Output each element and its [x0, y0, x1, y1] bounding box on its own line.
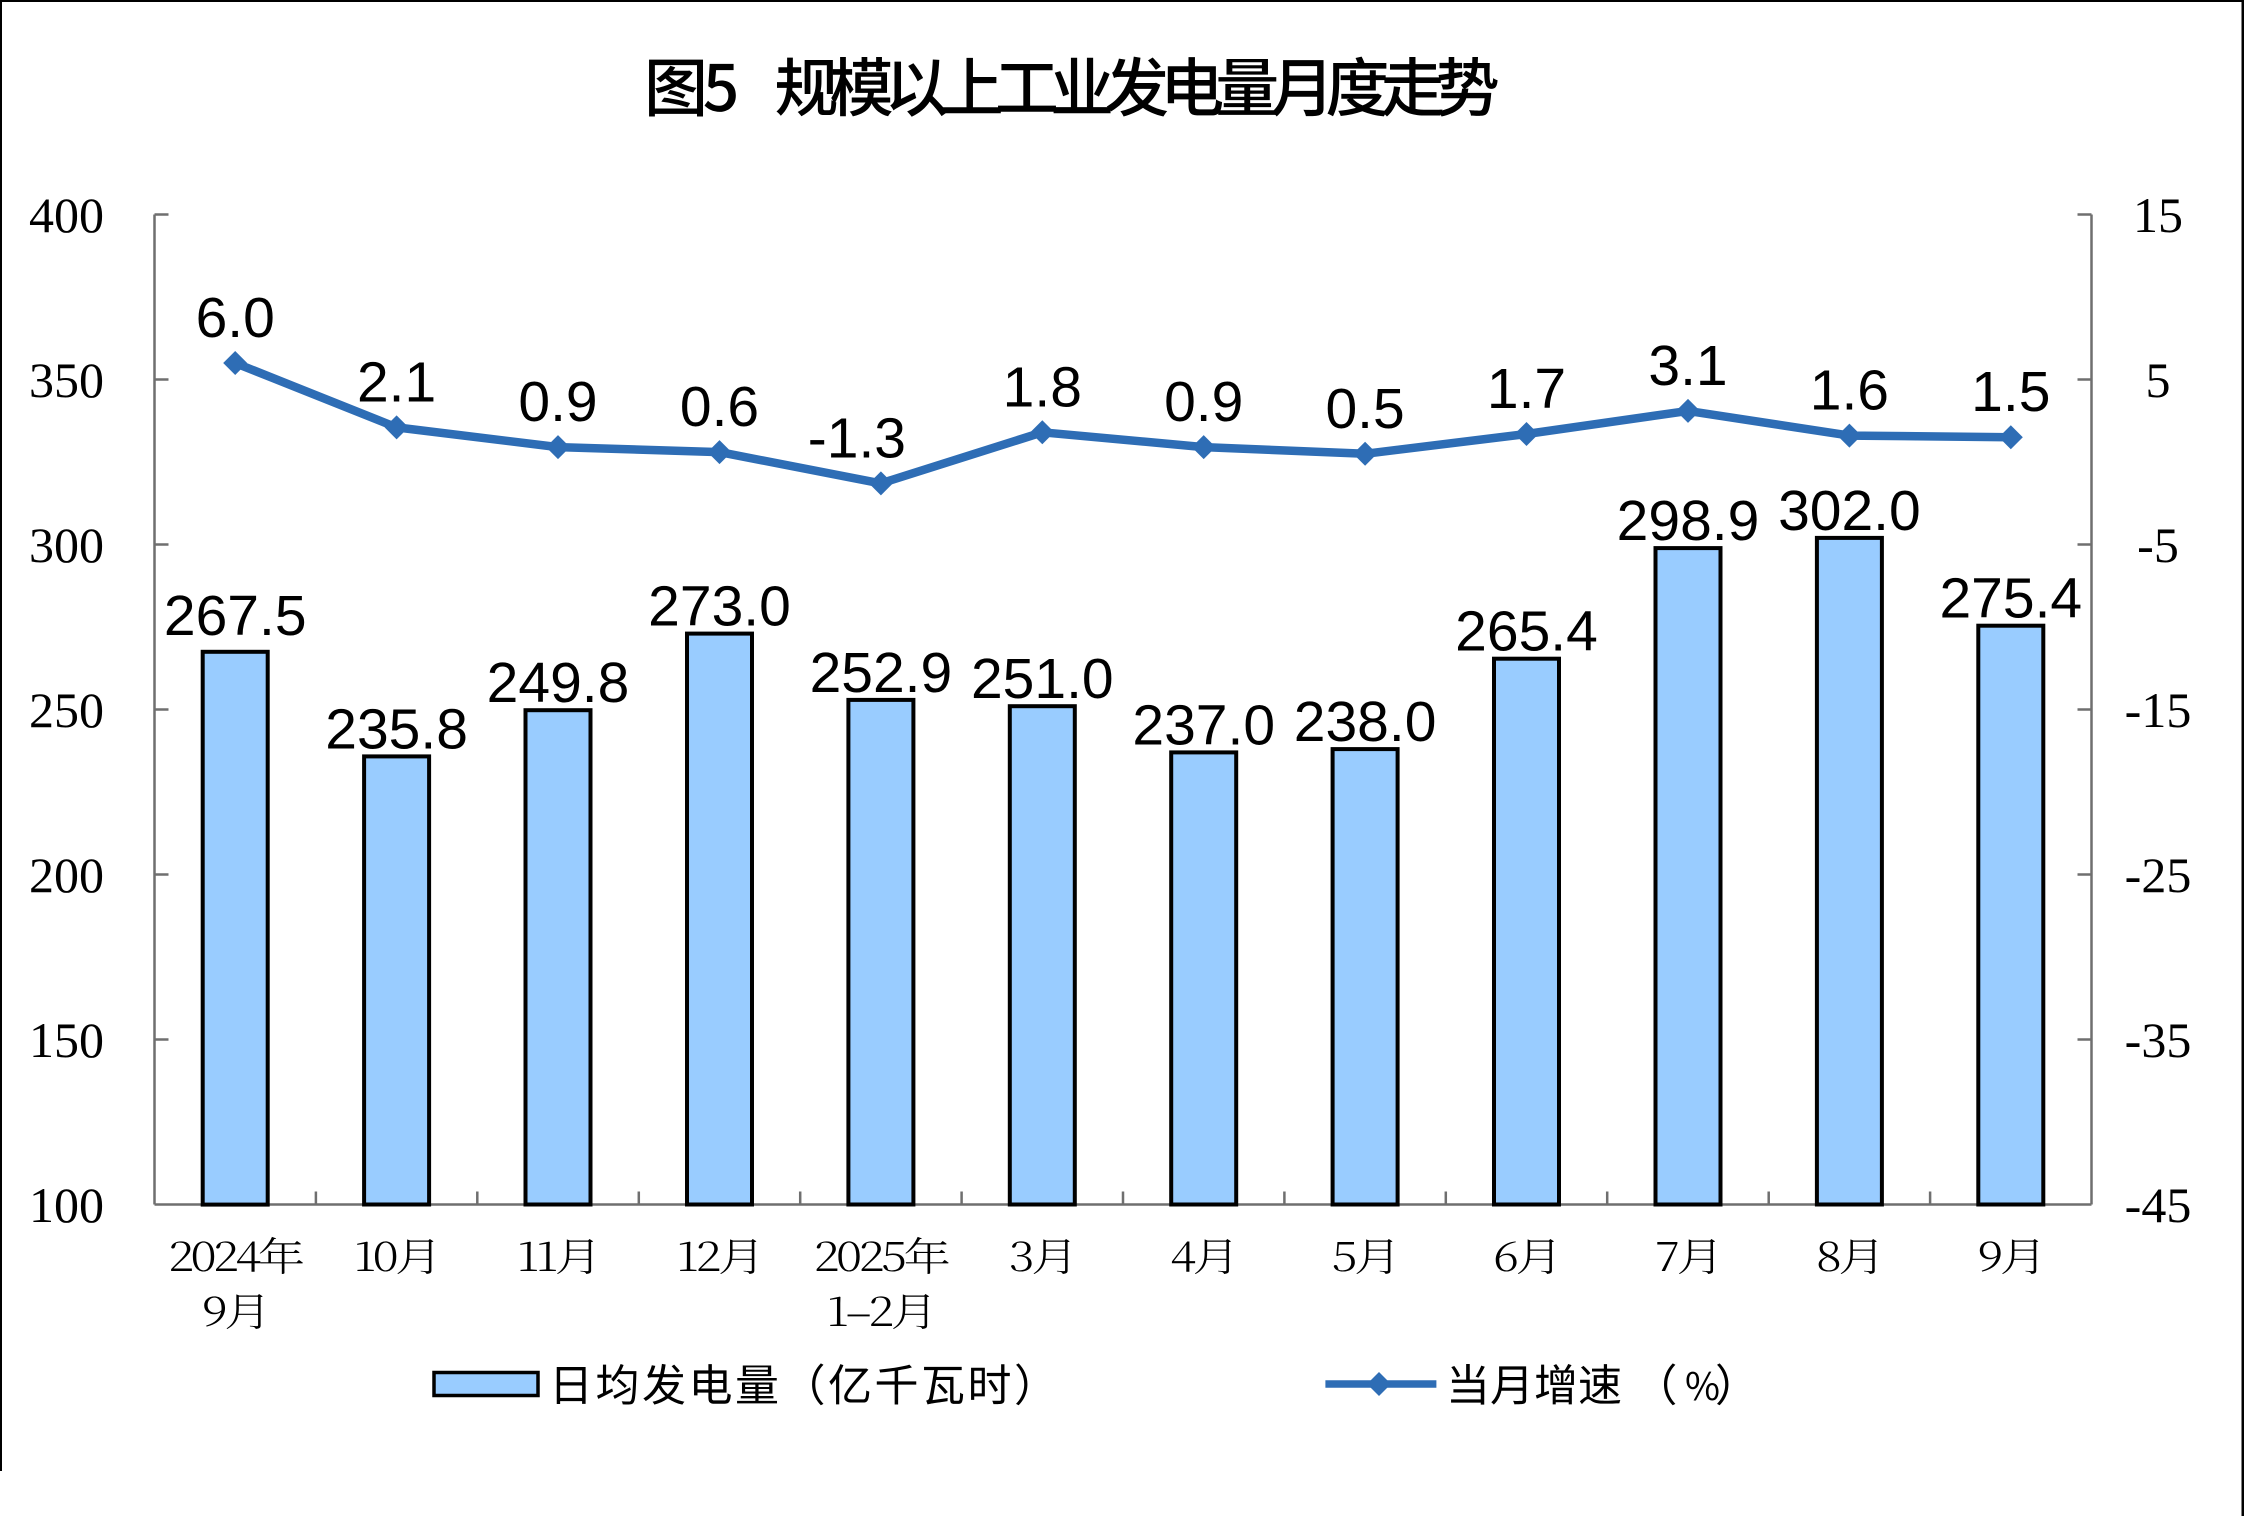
svg-text:250: 250 [29, 682, 104, 738]
svg-text:0.9: 0.9 [518, 370, 597, 434]
svg-text:238.0: 238.0 [1294, 690, 1437, 754]
svg-text:235.8: 235.8 [325, 697, 468, 761]
svg-text:6.0: 6.0 [196, 286, 275, 350]
svg-text:150: 150 [29, 1012, 104, 1068]
svg-text:302.0: 302.0 [1778, 479, 1921, 543]
svg-text:0.5: 0.5 [1325, 377, 1404, 441]
svg-text:350: 350 [29, 352, 104, 408]
svg-text:-25: -25 [2125, 847, 2192, 903]
svg-text:1.6: 1.6 [1810, 359, 1889, 423]
svg-text:267.5: 267.5 [164, 584, 307, 648]
svg-text:-35: -35 [2125, 1012, 2192, 1068]
svg-text:1.5: 1.5 [1971, 360, 2050, 424]
svg-text:0.6: 0.6 [680, 375, 759, 439]
svg-text:-5: -5 [2137, 517, 2179, 573]
svg-text:2.1: 2.1 [357, 350, 436, 414]
svg-text:-45: -45 [2125, 1177, 2192, 1233]
svg-text:273.0: 273.0 [648, 575, 791, 639]
svg-text:0.9: 0.9 [1164, 370, 1243, 434]
svg-text:251.0: 251.0 [971, 647, 1114, 711]
svg-text:200: 200 [29, 847, 104, 903]
svg-text:1.7: 1.7 [1487, 357, 1566, 421]
svg-text:100: 100 [29, 1177, 104, 1233]
svg-text:237.0: 237.0 [1132, 693, 1275, 757]
svg-text:265.4: 265.4 [1455, 600, 1598, 664]
svg-text:249.8: 249.8 [487, 651, 630, 715]
svg-text:298.9: 298.9 [1617, 489, 1760, 553]
svg-text:-1.3: -1.3 [808, 406, 906, 470]
svg-text:300: 300 [29, 517, 104, 573]
svg-text:3.1: 3.1 [1648, 334, 1727, 398]
svg-text:275.4: 275.4 [1939, 567, 2082, 631]
svg-text:15: 15 [2133, 187, 2183, 243]
svg-text:400: 400 [29, 187, 104, 243]
svg-text:1.8: 1.8 [1003, 355, 1082, 419]
svg-text:-15: -15 [2125, 682, 2192, 738]
svg-text:5: 5 [2146, 352, 2171, 408]
svg-text:252.9: 252.9 [810, 641, 953, 705]
